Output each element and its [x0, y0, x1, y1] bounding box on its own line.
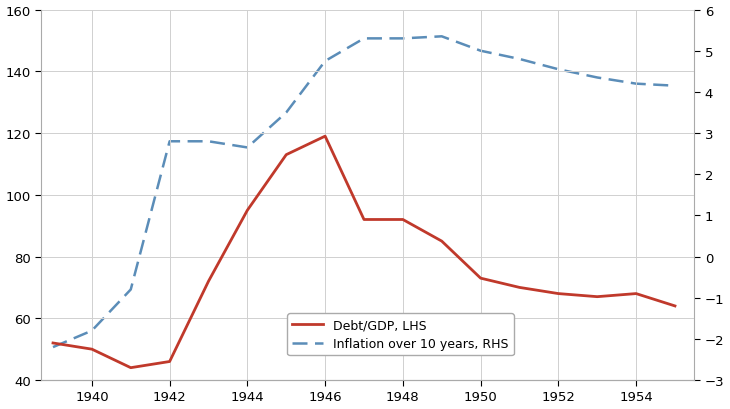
Inflation over 10 years, RHS — [243, 146, 252, 151]
Debt/GDP, LHS — [320, 134, 329, 139]
Inflation over 10 years, RHS — [554, 67, 563, 72]
Debt/GDP, LHS — [360, 218, 369, 222]
Debt/GDP, LHS — [631, 291, 640, 296]
Debt/GDP, LHS — [593, 294, 602, 299]
Inflation over 10 years, RHS — [49, 345, 58, 350]
Debt/GDP, LHS — [399, 218, 407, 222]
Inflation over 10 years, RHS — [282, 111, 291, 116]
Inflation over 10 years, RHS — [671, 84, 680, 89]
Debt/GDP, LHS — [515, 285, 524, 290]
Debt/GDP, LHS — [282, 153, 291, 158]
Debt/GDP, LHS — [165, 359, 174, 364]
Inflation over 10 years, RHS — [515, 57, 524, 62]
Line: Inflation over 10 years, RHS: Inflation over 10 years, RHS — [53, 37, 675, 347]
Debt/GDP, LHS — [671, 304, 680, 309]
Debt/GDP, LHS — [437, 239, 446, 244]
Debt/GDP, LHS — [476, 276, 485, 281]
Inflation over 10 years, RHS — [360, 37, 369, 42]
Inflation over 10 years, RHS — [437, 35, 446, 40]
Debt/GDP, LHS — [554, 291, 563, 296]
Debt/GDP, LHS — [49, 341, 58, 346]
Inflation over 10 years, RHS — [593, 76, 602, 81]
Inflation over 10 years, RHS — [204, 139, 213, 144]
Debt/GDP, LHS — [88, 347, 96, 352]
Inflation over 10 years, RHS — [631, 82, 640, 87]
Inflation over 10 years, RHS — [476, 49, 485, 54]
Legend: Debt/GDP, LHS, Inflation over 10 years, RHS: Debt/GDP, LHS, Inflation over 10 years, … — [287, 313, 514, 355]
Inflation over 10 years, RHS — [88, 328, 96, 333]
Inflation over 10 years, RHS — [320, 59, 329, 64]
Inflation over 10 years, RHS — [399, 37, 407, 42]
Debt/GDP, LHS — [126, 365, 135, 370]
Inflation over 10 years, RHS — [165, 139, 174, 144]
Line: Debt/GDP, LHS: Debt/GDP, LHS — [53, 137, 675, 368]
Inflation over 10 years, RHS — [126, 287, 135, 292]
Debt/GDP, LHS — [243, 208, 252, 213]
Debt/GDP, LHS — [204, 279, 213, 284]
